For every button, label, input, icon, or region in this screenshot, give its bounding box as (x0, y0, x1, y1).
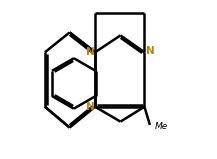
Text: N: N (146, 46, 155, 56)
Text: N: N (85, 102, 94, 112)
Text: N: N (85, 47, 94, 57)
Text: Me: Me (155, 122, 168, 131)
